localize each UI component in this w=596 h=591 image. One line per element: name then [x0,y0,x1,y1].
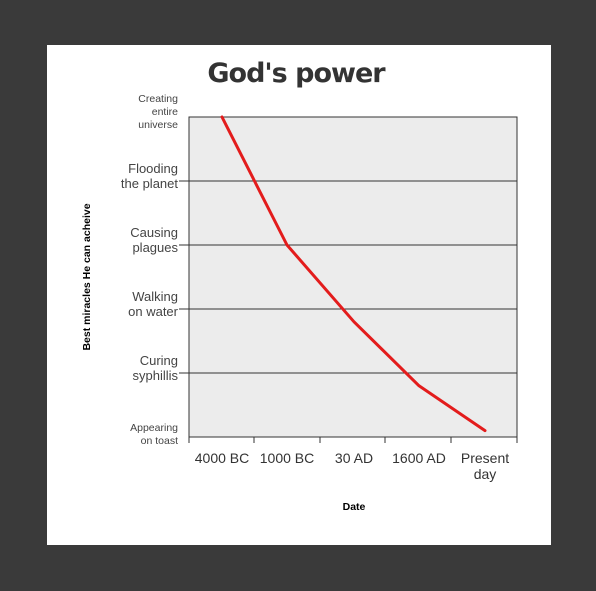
y-ticks: Appearing on toast Curing syphillis Walking o… [121,93,179,447]
x-tick-label: 4000 BC [195,450,249,466]
x-ticks: 4000 BC 1000 BC 30 AD 1600 AD Present day [188,437,518,482]
x-tick-label: 30 AD [335,450,373,466]
x-tick-label: Present day [461,450,509,482]
series-layer [220,115,487,433]
y-tick-label: Walking on water [128,289,179,319]
x-axis-label: Date [343,501,366,513]
chart-title: God's power [207,58,386,89]
plot-area [188,116,518,438]
y-tick-label: Curing syphillis [132,353,178,383]
y-tick-label: Creating entire universe [138,93,178,131]
x-tick-label: 1000 BC [260,450,314,466]
y-tick-label: Appearing on toast [130,422,178,447]
series-line [220,115,487,433]
x-tick-label: 1600 AD [392,450,446,466]
y-tick-label: Causing plagues [130,225,178,255]
y-axis-label: Best miracles He can acheive [81,203,93,350]
chart-svg: God's power 4000 BC 1000 BC 30 AD 1600 AD Pr… [81,58,518,513]
y-tick-label: Flooding the planet [121,161,178,191]
chart-card: God's power 4000 BC 1000 BC 30 AD 1600 AD Pr… [47,45,551,545]
gridlines [179,180,517,374]
